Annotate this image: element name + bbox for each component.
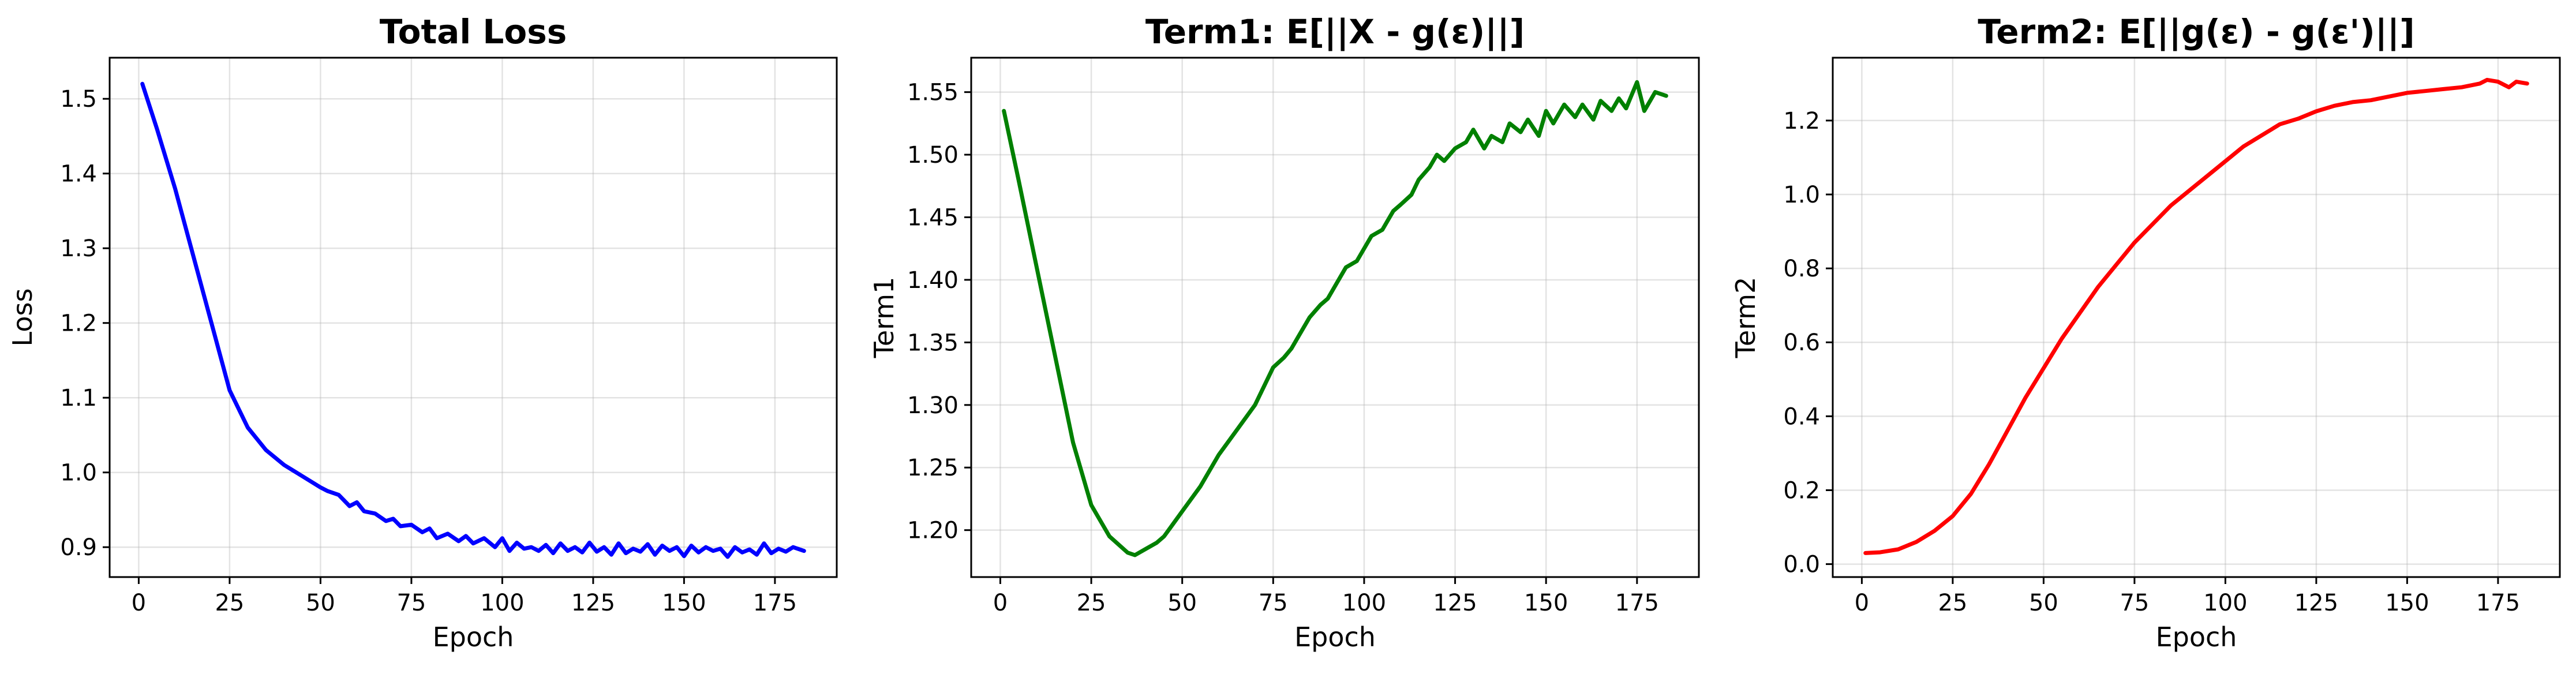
y-tick-label: 0.0 — [1783, 552, 1820, 578]
y-tick-label: 1.0 — [1783, 182, 1820, 208]
plot-frame — [970, 57, 1700, 578]
x-axis-label: Epoch — [1294, 621, 1376, 653]
x-tick-label: 125 — [571, 590, 615, 616]
x-tick-label: 100 — [1342, 590, 1386, 616]
y-tick-label: 1.5 — [60, 86, 97, 113]
x-tick-label: 175 — [1615, 590, 1659, 616]
chart-title: Total Loss — [380, 12, 567, 51]
chart-title: Term1: E[||X - g(ε)||] — [1145, 12, 1525, 51]
x-tick-label: 150 — [662, 590, 706, 616]
x-tick-label: 0 — [1855, 590, 1869, 616]
y-tick-label: 0.9 — [60, 534, 97, 561]
y-tick-label: 0.6 — [1783, 329, 1820, 356]
x-tick-label: 100 — [480, 590, 524, 616]
y-tick-label: 1.35 — [907, 329, 958, 356]
y-tick-label: 1.1 — [60, 385, 97, 411]
y-tick-label: 1.45 — [907, 205, 958, 231]
x-tick-label: 75 — [396, 590, 426, 616]
series-line — [140, 81, 806, 559]
x-tick-label: 50 — [2029, 590, 2058, 616]
y-tick-label: 0.2 — [1783, 477, 1820, 504]
x-tick-label: 25 — [1077, 590, 1106, 616]
chart-title: Term2: E[||g(ε) - g(ε')||] — [1978, 12, 2414, 51]
x-tick-label: 175 — [753, 590, 797, 616]
y-tick-label: 1.30 — [907, 392, 958, 419]
x-tick-label: 100 — [2203, 590, 2247, 616]
y-tick-label: 1.20 — [907, 518, 958, 544]
y-tick-label: 1.2 — [60, 310, 97, 337]
chart-panel-2: 0 25 50 75 100 125 150 175 1.20 1.25 1.30 1.35 1.40 1… — [868, 12, 1700, 653]
chart-panel-3: 0 25 50 75 100 125 150 175 0.0 0.2 0.4 0.6 0.8 1.0 1.2… — [1730, 12, 2561, 653]
y-axis-label: Term1 — [868, 277, 900, 359]
series-line — [1863, 77, 2529, 555]
y-axis-label: Loss — [7, 289, 38, 347]
y-tick-label: 1.4 — [60, 161, 97, 188]
y-tick-label: 0.4 — [1783, 403, 1820, 430]
x-tick-label: 25 — [215, 590, 244, 616]
y-tick-label: 1.40 — [907, 267, 958, 294]
plot-frame — [1832, 57, 2561, 578]
y-tick-label: 1.2 — [1783, 108, 1820, 134]
y-tick-label: 1.25 — [907, 455, 958, 481]
x-axis-label: Epoch — [433, 621, 514, 653]
x-tick-label: 0 — [132, 590, 146, 616]
plot-frame — [108, 57, 838, 578]
y-tick-label: 1.50 — [907, 142, 958, 168]
x-tick-label: 150 — [1524, 590, 1568, 616]
x-tick-label: 75 — [1259, 590, 1288, 616]
x-tick-label: 150 — [2385, 590, 2429, 616]
x-tick-label: 75 — [2120, 590, 2149, 616]
y-tick-label: 1.0 — [60, 460, 97, 486]
y-tick-label: 1.55 — [907, 80, 958, 106]
x-tick-label: 125 — [1433, 590, 1477, 616]
y-tick-label: 1.3 — [60, 235, 97, 262]
x-tick-label: 125 — [2294, 590, 2338, 616]
chart-panel-1: 0 25 50 75 100 125 150 175 0.9 1.0 1.1 1.2 1.3 1.4 1.5… — [7, 12, 838, 653]
y-axis-label: Term2 — [1730, 277, 1761, 359]
series-line — [1002, 80, 1668, 557]
x-axis-label: Epoch — [2156, 621, 2237, 653]
x-tick-label: 50 — [1167, 590, 1197, 616]
x-tick-label: 175 — [2476, 590, 2520, 616]
x-tick-label: 25 — [1938, 590, 1967, 616]
x-tick-label: 0 — [993, 590, 1008, 616]
y-tick-label: 0.8 — [1783, 256, 1820, 282]
x-tick-label: 50 — [306, 590, 335, 616]
